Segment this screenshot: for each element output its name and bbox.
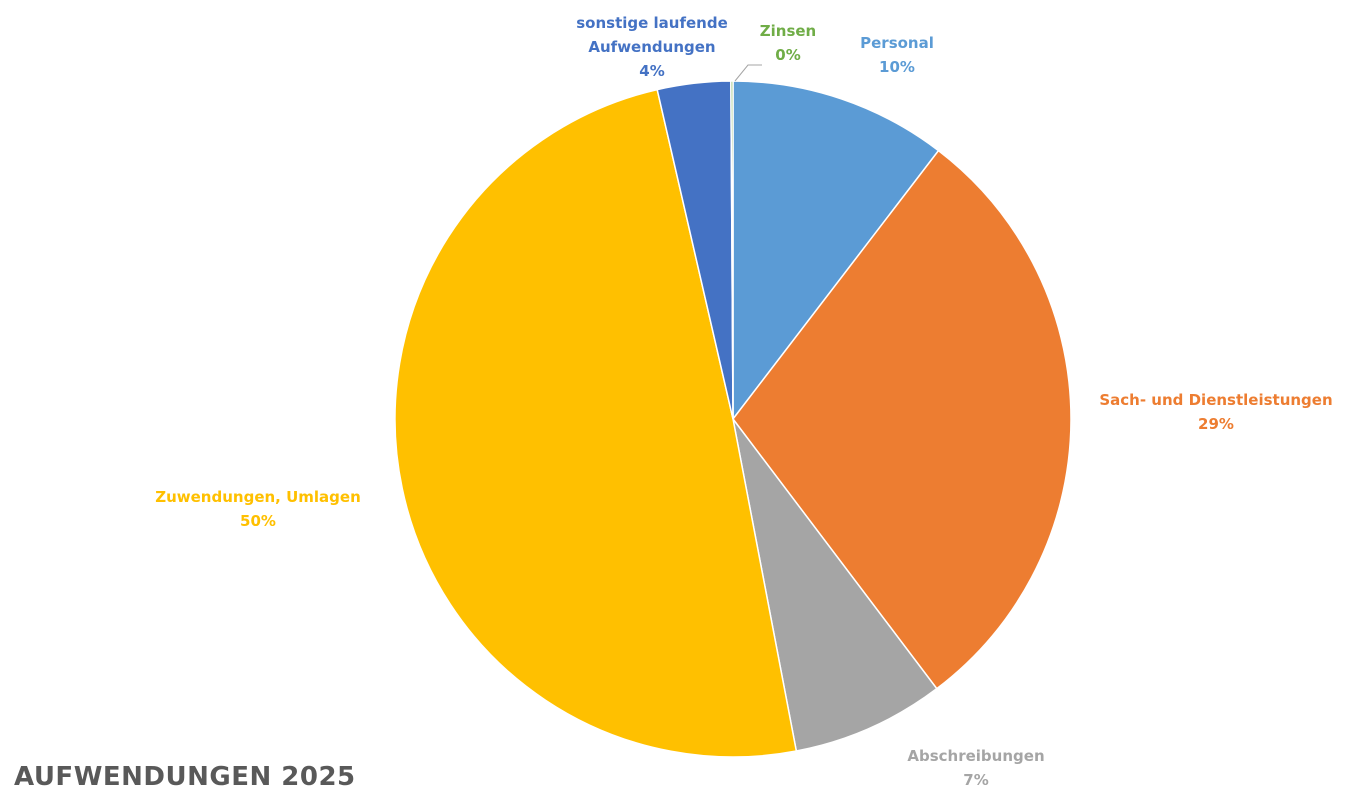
pie-slice-zinsen bbox=[730, 80, 734, 420]
data-label-personal: Personal 10% bbox=[860, 34, 934, 76]
data-label-sonstige-laufende-aufwendungen: sonstige laufende Aufwendungen 4% bbox=[576, 14, 728, 80]
pie-slice-sach-und-dienstleistungen bbox=[732, 149, 1072, 690]
pie-slice-zuwendungen-umlagen bbox=[394, 88, 798, 758]
data-label-abschreibungen: Abschreibungen 7% bbox=[907, 747, 1044, 789]
data-label-sach-und-dienstleistungen: Sach- und Dienstleistungen 29% bbox=[1099, 391, 1332, 433]
data-label-zinsen: Zinsen 0% bbox=[760, 22, 816, 64]
data-label-zuwendungen-umlagen: Zuwendungen, Umlagen 50% bbox=[155, 488, 361, 530]
chart-title: AUFWENDUNGEN 2025 bbox=[14, 762, 356, 792]
pie-slice-personal bbox=[732, 80, 940, 422]
leader-line-zinsen bbox=[734, 64, 762, 82]
pie-slice-abschreibungen bbox=[732, 418, 938, 752]
